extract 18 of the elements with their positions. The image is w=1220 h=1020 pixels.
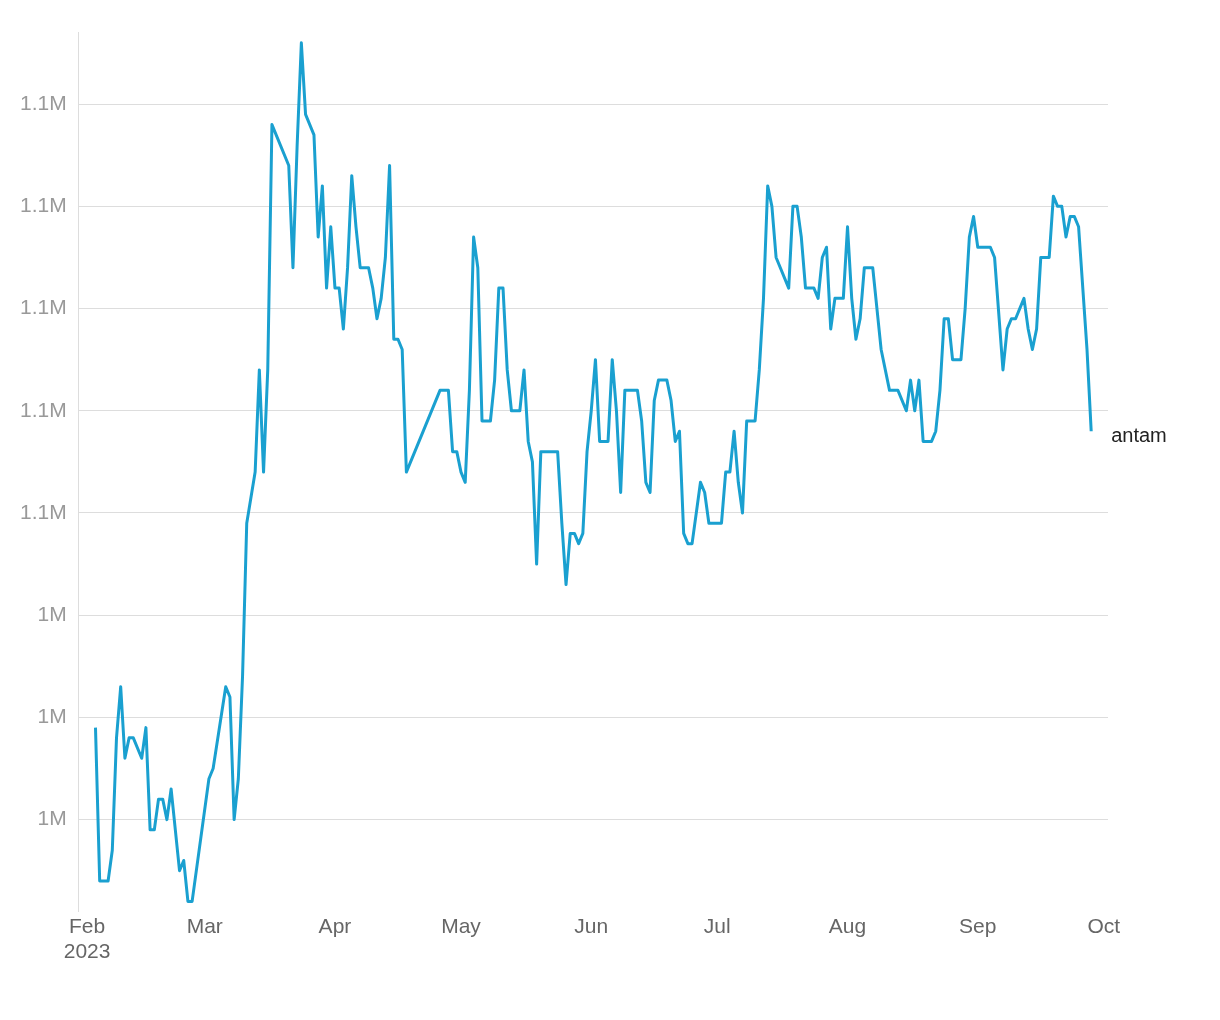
y-tick-label: 1.1M <box>20 295 67 319</box>
y-tick-label: 1.1M <box>20 90 67 114</box>
y-tick-label: 1.1M <box>20 193 67 217</box>
x-tick-label: Sep <box>959 914 997 937</box>
x-tick-label: Jul <box>703 914 731 937</box>
x-tick-label: Jun <box>574 914 609 937</box>
x-tick-label: Aug <box>828 914 867 937</box>
x-tick-label: Mar <box>186 914 223 937</box>
x-tick-label: Feb 2023 <box>63 914 111 963</box>
x-tick-label: May <box>441 914 482 937</box>
x-tick-label: Oct <box>1087 914 1121 937</box>
y-tick-label: 1.1M <box>20 397 67 421</box>
series-label: antam <box>1111 423 1167 446</box>
x-tick-label: Apr <box>318 914 352 937</box>
y-tick-label: 1.1M <box>20 499 67 523</box>
y-tick-label: 1M <box>37 601 67 625</box>
y-tick-label: 1M <box>37 806 67 830</box>
y-tick-label: 1M <box>37 704 67 728</box>
